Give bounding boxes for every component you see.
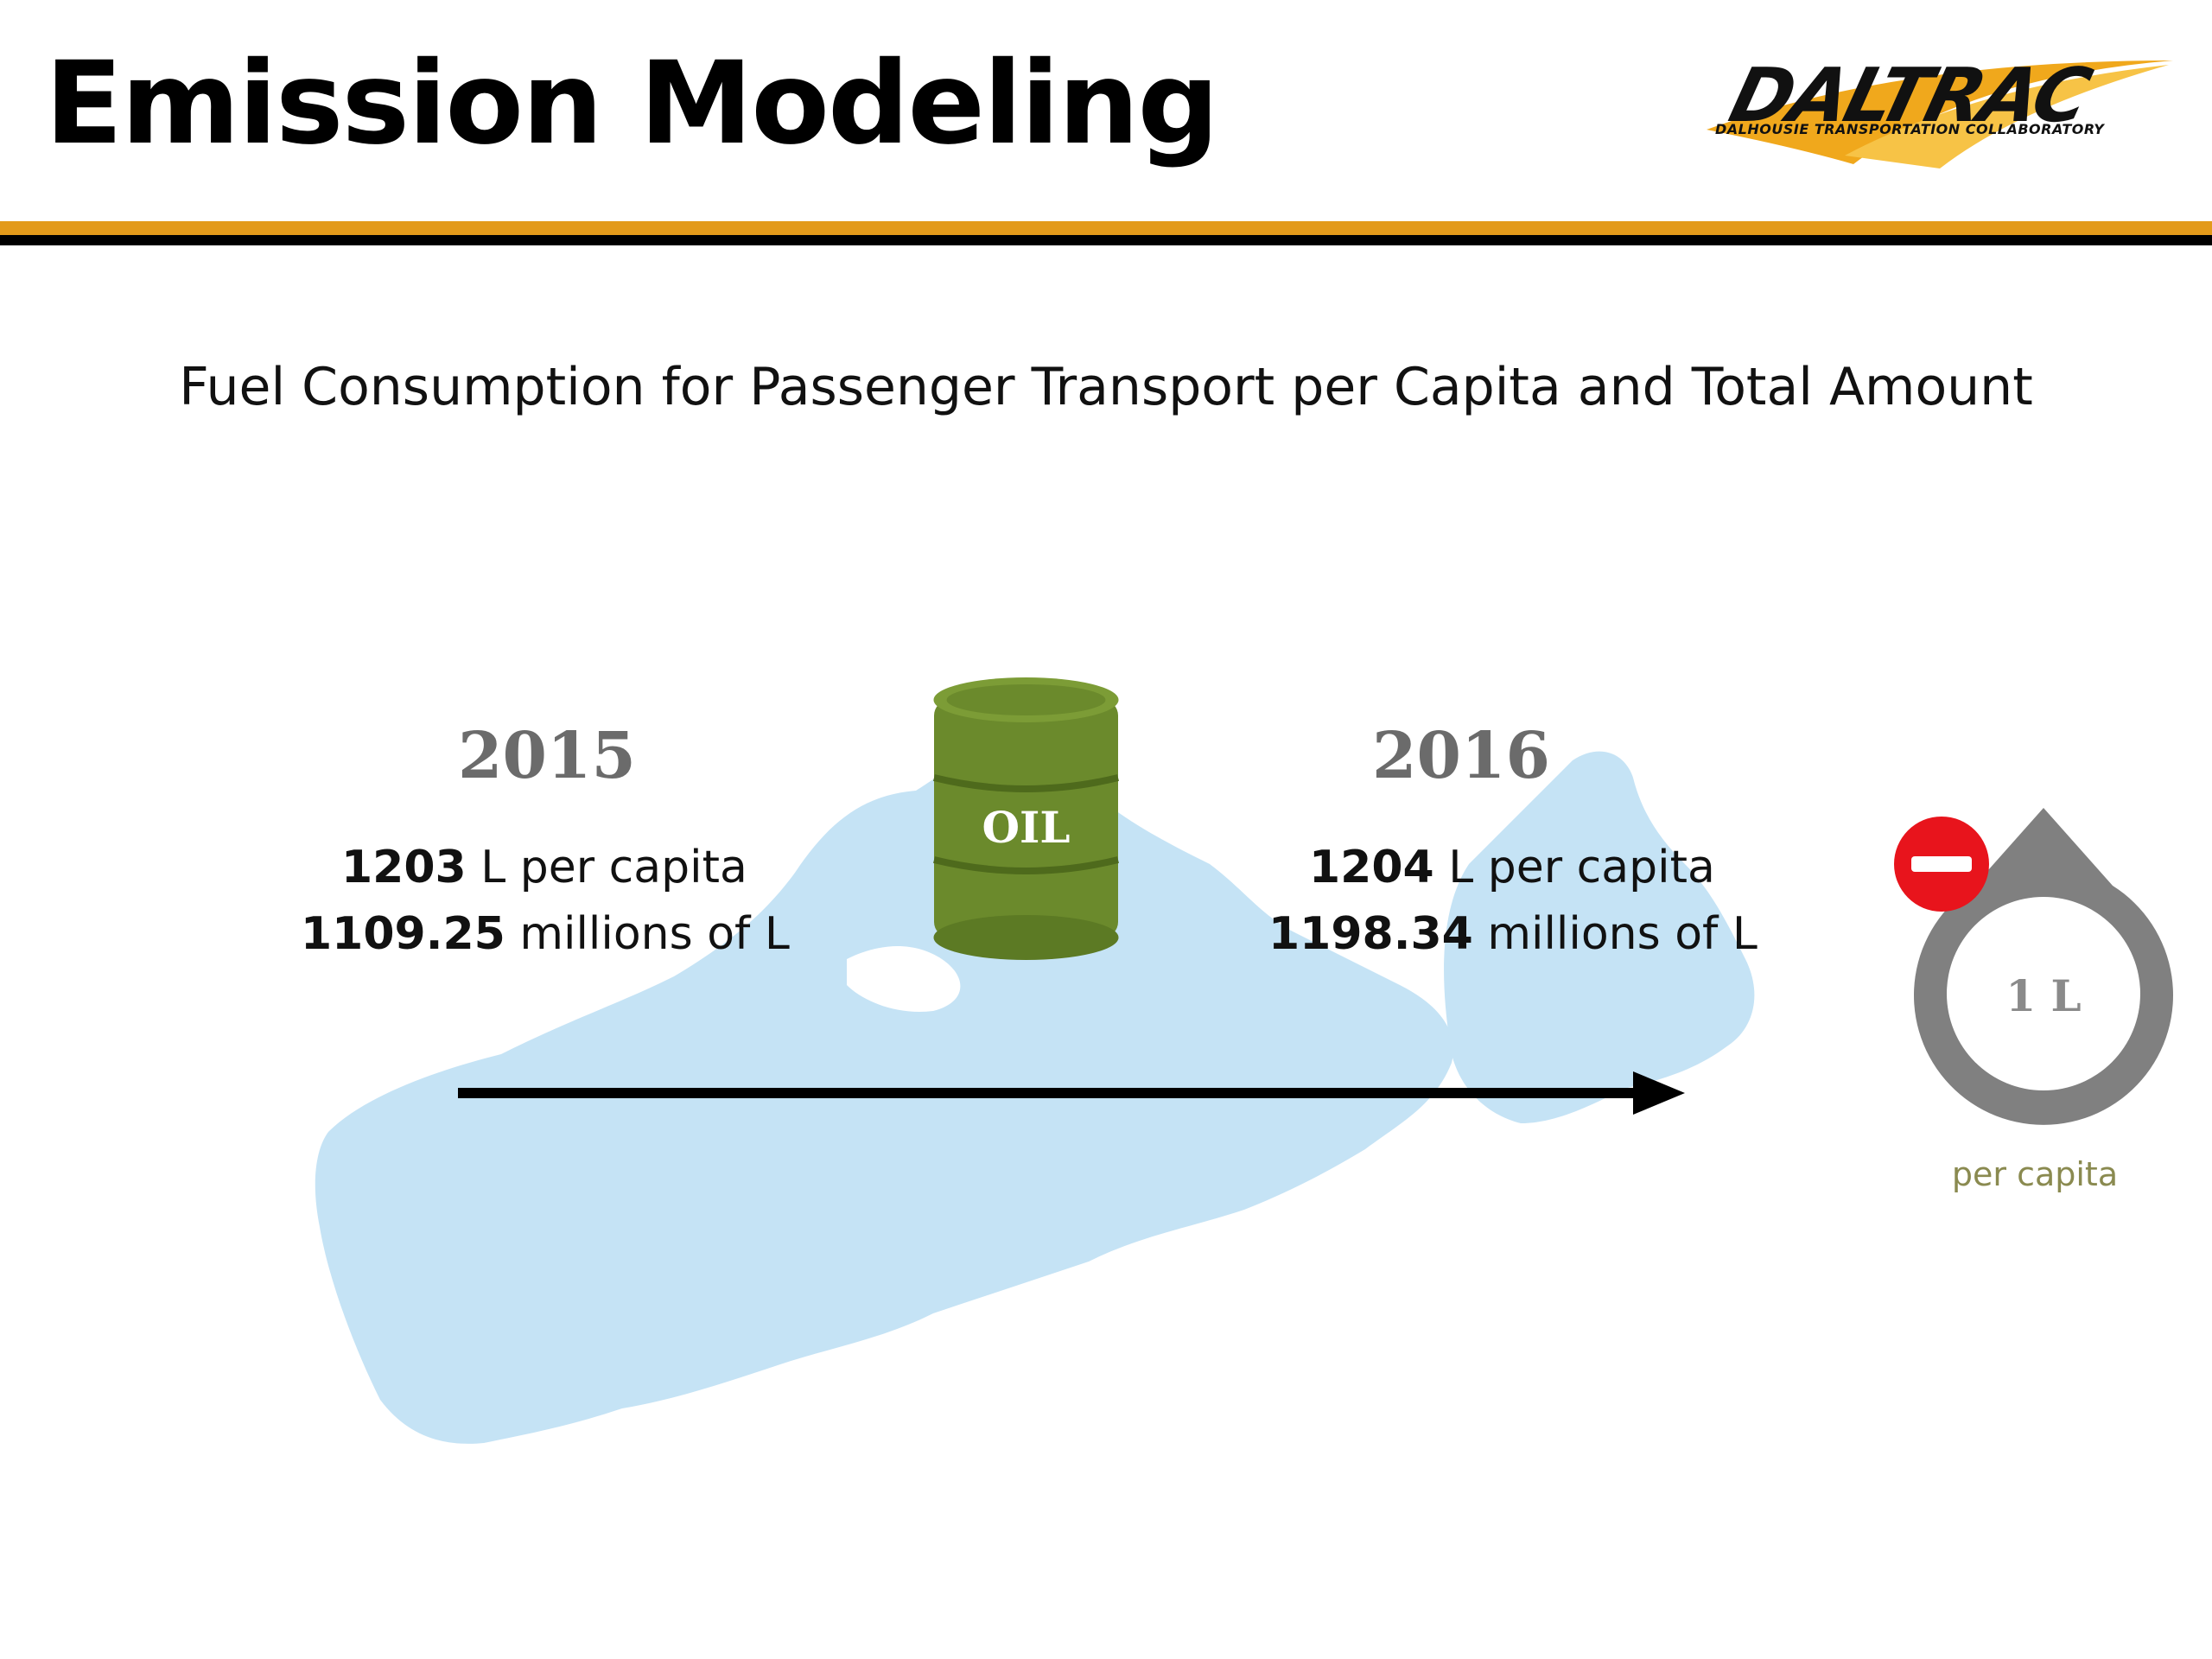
indicator-caption: per capita [1951,1155,2119,1193]
total-value-2016: 1198.34 [1268,908,1473,960]
total-2016: 1198.34 millions of L [1268,912,1758,957]
logo-swoosh [1707,60,2173,168]
year-2016: 2016 [1372,719,1550,793]
indicator-value: 1 L [2005,970,2081,1021]
total-2015: 1109.25 millions of L [301,912,790,957]
per-capita-unit-2015: L per capita [466,842,747,893]
oil-barrel-icon: OIL [933,677,1119,960]
header-rule-gold [0,221,2212,235]
fuel-drop-indicator: 1 L [1894,808,2173,1125]
daltrac-logo: DALTRAC DALHOUSIE TRANSPORTATION COLLABO… [1689,26,2182,173]
total-unit-2016: millions of L [1472,908,1758,960]
map-bay-cutout [847,946,961,1012]
slide-subtitle: Fuel Consumption for Passenger Transport… [179,357,2033,417]
per-capita-value-2015: 1203 [341,842,467,893]
logo-tagline: DALHOUSIE TRANSPORTATION COLLABORATORY [1715,121,2105,137]
per-capita-unit-2016: L per capita [1433,842,1715,893]
year-2015: 2015 [458,719,636,793]
per-capita-value-2016: 1204 [1309,842,1434,893]
timeline-arrow [458,1071,1685,1115]
per-capita-2016: 1204 L per capita [1309,845,1715,890]
slide-title: Emission Modeling [45,37,1219,170]
minus-badge-icon [1894,817,1989,912]
map-cape-breton [1444,751,1755,1123]
per-capita-2015: 1203 L per capita [341,845,747,890]
total-unit-2015: millions of L [505,908,790,960]
barrel-label: OIL [982,802,1070,853]
total-value-2015: 1109.25 [301,908,505,960]
header-rule-black [0,235,2212,245]
